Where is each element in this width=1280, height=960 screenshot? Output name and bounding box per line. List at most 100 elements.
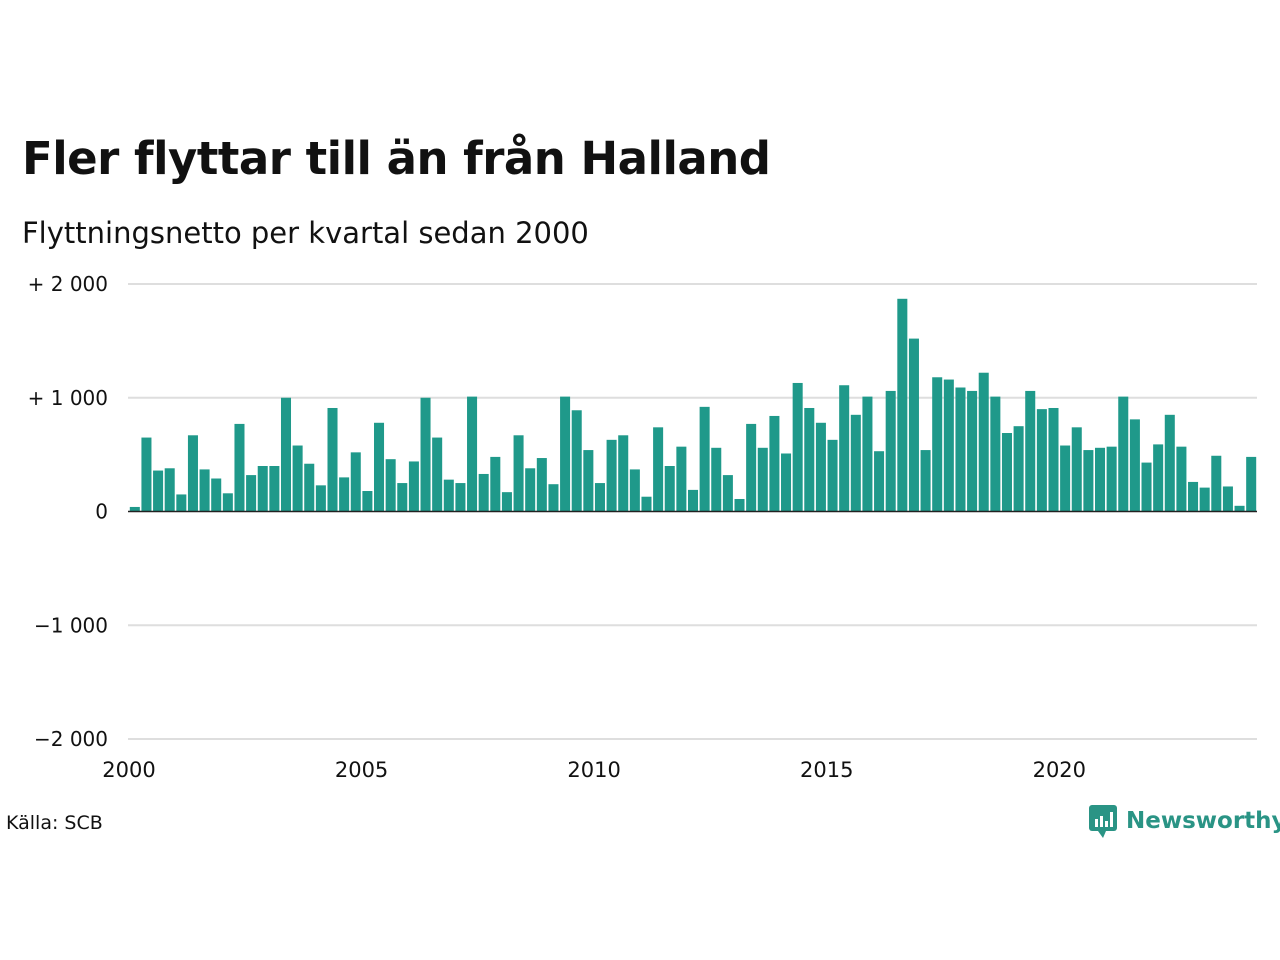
bar (467, 396, 478, 512)
x-axis-labels: 2000 2005 2010 2015 2020 (102, 758, 1086, 782)
bar (385, 459, 396, 512)
bar (1141, 462, 1152, 512)
bar (955, 387, 966, 512)
bar (804, 407, 815, 512)
bar (187, 435, 198, 512)
bar (885, 390, 896, 512)
x-tick-label: 2015 (800, 758, 853, 782)
bar (908, 338, 919, 512)
bar (676, 446, 687, 512)
bar (1129, 419, 1140, 512)
bar (990, 396, 1001, 512)
bar (1246, 456, 1257, 512)
x-tick-label: 2005 (335, 758, 388, 782)
bar (1071, 427, 1082, 512)
bar (420, 397, 431, 512)
x-tick-label: 2000 (102, 758, 155, 782)
bar (141, 437, 152, 512)
bar (1060, 445, 1071, 512)
bar (757, 447, 768, 512)
bar (1025, 390, 1036, 512)
bar (1013, 426, 1024, 512)
bar (722, 475, 733, 512)
bar (850, 414, 861, 512)
bar (374, 422, 385, 512)
bar (350, 452, 361, 512)
bar (525, 468, 536, 512)
bar (501, 492, 512, 512)
bar (1176, 446, 1187, 512)
bar (1095, 447, 1106, 512)
bar (1211, 455, 1222, 512)
bar (257, 466, 268, 512)
bar (280, 397, 292, 512)
bar (897, 298, 908, 512)
bar (1188, 481, 1199, 512)
x-tick-label: 2020 (1033, 758, 1086, 782)
y-tick-label: −2 000 (34, 727, 108, 751)
bars (129, 298, 1257, 512)
bar (397, 483, 408, 512)
gridlines (128, 283, 1257, 740)
bar (339, 477, 350, 512)
bar (1036, 409, 1047, 512)
y-axis-labels: + 2 000 + 1 000 0 −1 000 −2 000 (28, 272, 108, 751)
bar (1153, 444, 1164, 512)
bar (920, 450, 931, 512)
bar (781, 453, 792, 512)
bar (583, 450, 594, 512)
bar (153, 470, 164, 512)
bar (664, 466, 675, 512)
bar (432, 437, 443, 512)
newsworthy-logo-icon (1089, 805, 1117, 838)
bar (292, 445, 303, 512)
bar (548, 484, 559, 512)
bar (1083, 450, 1094, 512)
bar (246, 475, 257, 512)
bar (594, 483, 605, 512)
bar (943, 379, 954, 512)
brand-logo: Newsworthy (1088, 804, 1280, 838)
bar (1118, 396, 1129, 512)
bar (711, 447, 722, 512)
chart-title: Fler flyttar till än från Halland (22, 132, 771, 185)
bar (734, 498, 745, 512)
bar (443, 479, 454, 512)
brand-name: Newsworthy (1126, 808, 1280, 834)
bar (606, 439, 617, 512)
bar (304, 463, 315, 512)
bar (1001, 433, 1012, 512)
y-tick-label: −1 000 (34, 613, 108, 637)
bar (408, 461, 419, 512)
bar (199, 469, 210, 512)
bar (571, 410, 582, 512)
bar (839, 385, 850, 512)
bar (490, 456, 501, 512)
y-tick-label: + 1 000 (28, 386, 108, 410)
y-tick-label: 0 (95, 500, 108, 524)
bar (699, 406, 710, 512)
bar (1048, 407, 1059, 512)
bar (653, 427, 664, 512)
bar (827, 439, 838, 512)
bar (269, 466, 280, 512)
bar (455, 483, 466, 512)
bar (978, 372, 989, 512)
source-note: Källa: SCB (6, 812, 103, 834)
bar (687, 489, 699, 512)
bar (129, 506, 140, 512)
bar (478, 473, 489, 512)
bar (618, 435, 629, 512)
bar (874, 451, 885, 512)
bar (164, 468, 175, 512)
bar (1106, 446, 1117, 512)
bar (176, 494, 187, 512)
bar (1164, 414, 1175, 512)
bar (967, 390, 978, 512)
bar (315, 485, 326, 512)
y-tick-label: + 2 000 (28, 272, 108, 296)
bar (362, 491, 373, 512)
bar (862, 396, 873, 512)
bar (641, 496, 652, 512)
